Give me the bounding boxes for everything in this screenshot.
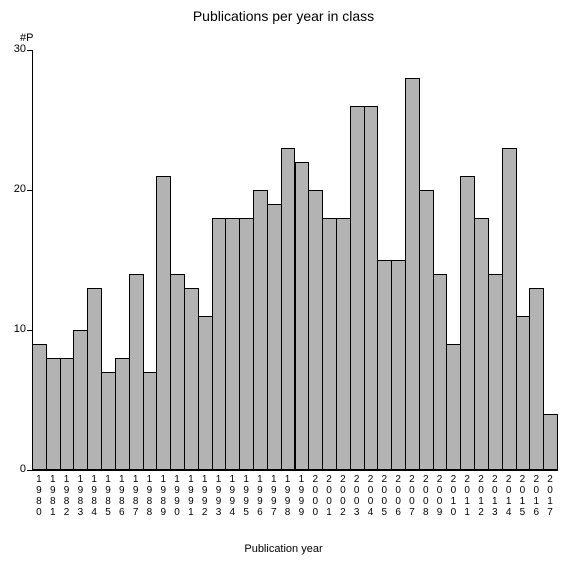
bar xyxy=(529,288,544,470)
x-tick-label: 1981 xyxy=(49,474,57,518)
bar xyxy=(322,218,337,470)
x-tick-label: 1990 xyxy=(173,474,181,518)
y-tick-mark xyxy=(27,50,32,51)
y-tick-label: 10 xyxy=(2,323,26,335)
x-tick-label: 1996 xyxy=(256,474,264,518)
bar xyxy=(198,316,213,470)
x-tick-label: 2002 xyxy=(339,474,347,518)
x-tick-label: 2014 xyxy=(505,474,513,518)
bar xyxy=(543,414,558,470)
chart-title: Publications per year in class xyxy=(0,8,567,24)
bar xyxy=(336,218,351,470)
x-tick-label: 2007 xyxy=(408,474,416,518)
y-tick-mark xyxy=(27,190,32,191)
bar xyxy=(115,358,130,470)
bar xyxy=(502,148,517,470)
x-tick-label: 1991 xyxy=(187,474,195,518)
x-tick-label: 1994 xyxy=(228,474,236,518)
x-tick-label: 2000 xyxy=(311,474,319,518)
bar xyxy=(73,330,88,470)
x-tick-label: 2003 xyxy=(353,474,361,518)
bar xyxy=(364,106,379,470)
x-tick-label: 1989 xyxy=(159,474,167,518)
bar xyxy=(281,148,296,470)
chart-container: Publications per year in class #P 010203… xyxy=(0,0,567,567)
bar xyxy=(60,358,75,470)
x-tick-label: 2010 xyxy=(449,474,457,518)
x-tick-label: 1984 xyxy=(90,474,98,518)
x-tick-label: 1993 xyxy=(215,474,223,518)
bar xyxy=(308,190,323,470)
x-tick-label: 2008 xyxy=(422,474,430,518)
x-tick-label: 1980 xyxy=(35,474,43,518)
bar xyxy=(516,316,531,470)
bar xyxy=(156,176,171,470)
x-tick-label: 2004 xyxy=(366,474,374,518)
x-tick-label: 1987 xyxy=(132,474,140,518)
x-tick-label: 2005 xyxy=(380,474,388,518)
x-tick-label: 1999 xyxy=(297,474,305,518)
x-tick-label: 1983 xyxy=(76,474,84,518)
bar xyxy=(46,358,61,470)
bar xyxy=(32,344,47,470)
bar xyxy=(419,190,434,470)
bar xyxy=(433,274,448,470)
bar xyxy=(239,218,254,470)
y-tick-label: 0 xyxy=(2,463,26,475)
x-tick-label: 2017 xyxy=(546,474,554,518)
y-tick-mark xyxy=(27,330,32,331)
x-tick-label: 1997 xyxy=(270,474,278,518)
bar xyxy=(474,218,489,470)
x-tick-label: 1995 xyxy=(242,474,250,518)
x-tick-label: 2013 xyxy=(491,474,499,518)
bar xyxy=(253,190,268,470)
bar xyxy=(170,274,185,470)
bar xyxy=(101,372,116,470)
bar xyxy=(143,372,158,470)
bar xyxy=(129,274,144,470)
bar xyxy=(267,204,282,470)
bar xyxy=(446,344,461,470)
x-tick-label: 1985 xyxy=(104,474,112,518)
x-tick-label: 2006 xyxy=(394,474,402,518)
bar xyxy=(405,78,420,470)
x-tick-label: 1986 xyxy=(118,474,126,518)
x-tick-label: 2012 xyxy=(477,474,485,518)
bar xyxy=(460,176,475,470)
bar xyxy=(225,218,240,470)
x-tick-label: 2011 xyxy=(463,474,471,518)
bar xyxy=(488,274,503,470)
x-tick-label: 1998 xyxy=(284,474,292,518)
y-tick-mark xyxy=(27,470,32,471)
bar xyxy=(377,260,392,470)
x-tick-label: 1982 xyxy=(63,474,71,518)
x-tick-label: 2001 xyxy=(325,474,333,518)
x-tick-label: 1988 xyxy=(145,474,153,518)
x-tick-label: 2016 xyxy=(532,474,540,518)
x-tick-label: 2009 xyxy=(436,474,444,518)
x-tick-label: 2015 xyxy=(518,474,526,518)
x-axis-label: Publication year xyxy=(0,543,567,555)
x-tick-label: 1992 xyxy=(201,474,209,518)
y-tick-label: 20 xyxy=(2,183,26,195)
y-tick-label: 30 xyxy=(2,43,26,55)
bar xyxy=(184,288,199,470)
bar xyxy=(87,288,102,470)
bar xyxy=(350,106,365,470)
bar xyxy=(391,260,406,470)
bar xyxy=(295,162,310,470)
bar xyxy=(212,218,227,470)
